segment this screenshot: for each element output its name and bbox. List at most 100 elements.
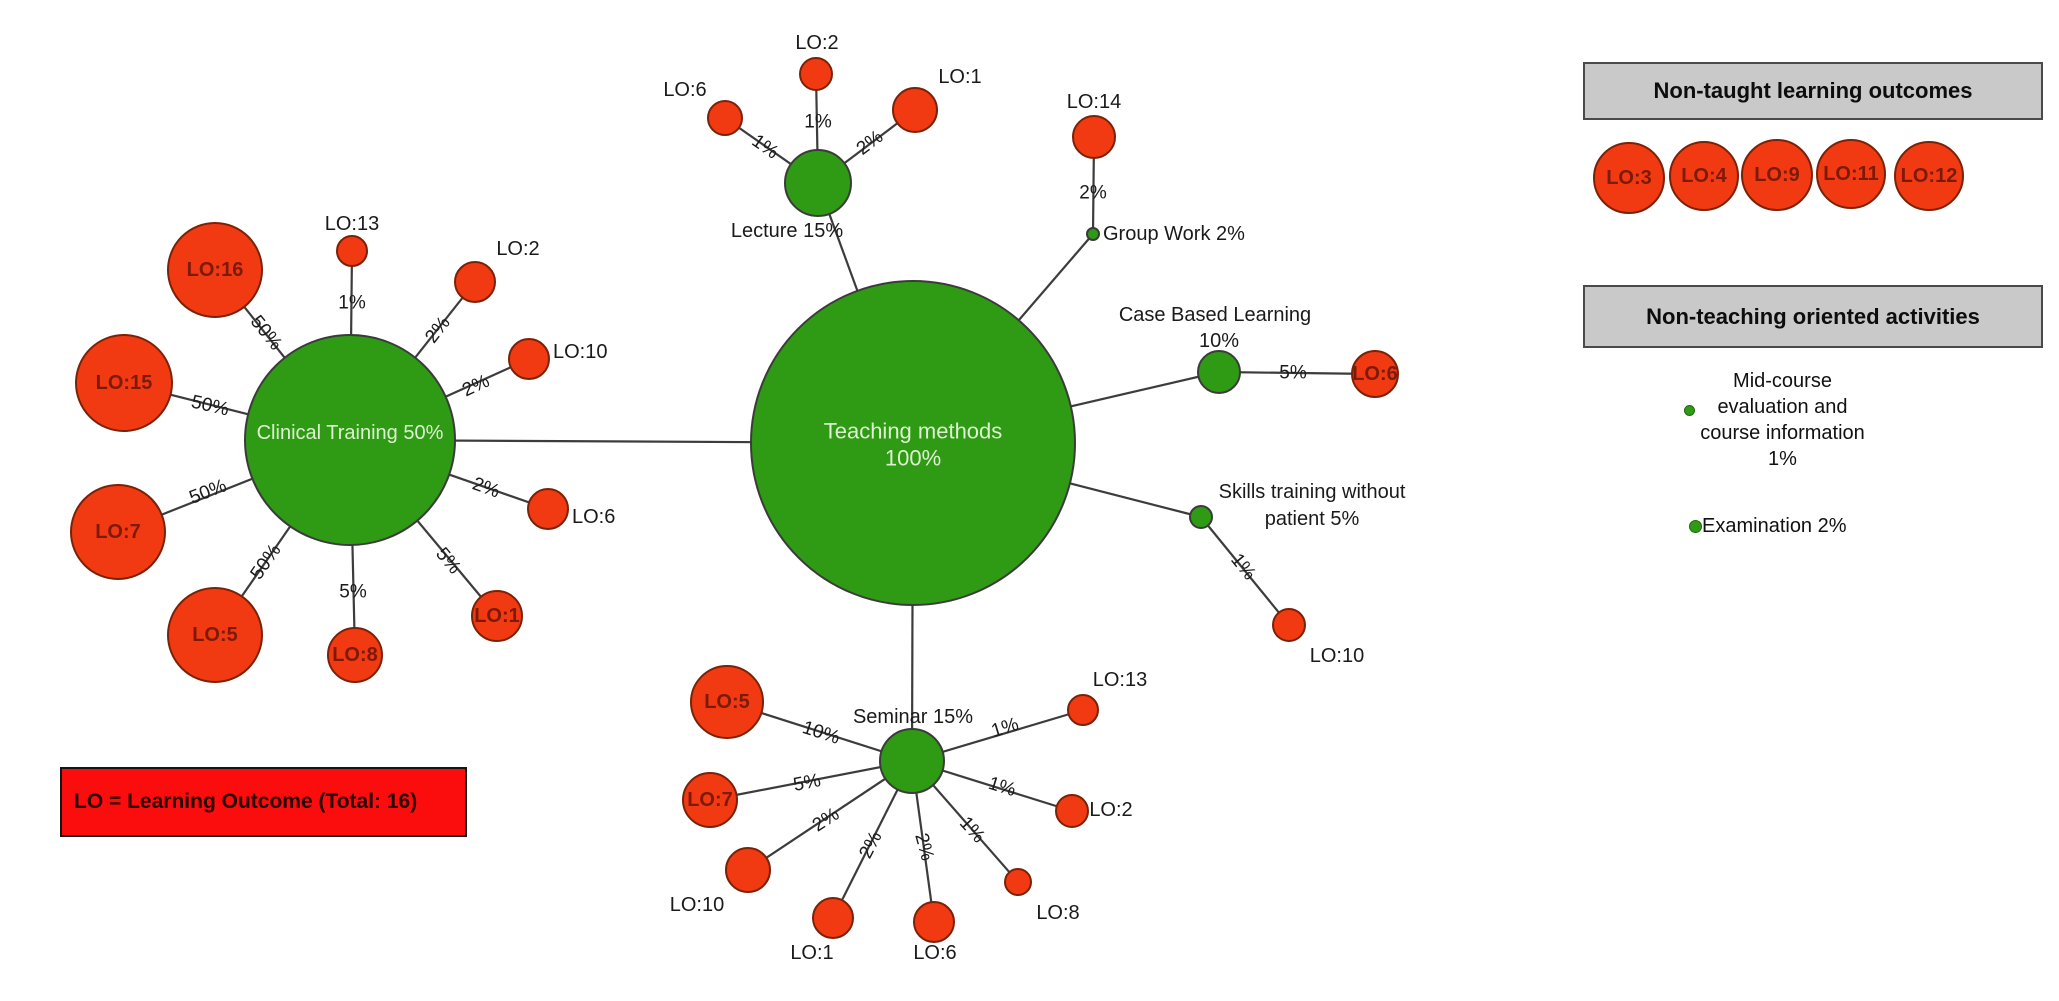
edge-label-clinical-lo10c: 2% (459, 371, 493, 402)
label-case-1: 10% (1199, 330, 1239, 352)
midcourse-dot-icon (1684, 405, 1695, 416)
label-lo13s-0: LO:13 (1093, 669, 1147, 691)
label-lo14-0: LO:14 (1067, 91, 1121, 113)
label-lo4-0: LO:4 (1681, 165, 1727, 187)
edge-label-clinical-lo6c: 2% (470, 473, 503, 502)
node-lo15 (75, 334, 173, 432)
label-lo6case-0: LO:6 (1352, 363, 1398, 385)
label-lo2l-0: LO:2 (795, 32, 838, 54)
edge-label-lecture-lo2l: 1% (804, 112, 832, 133)
node-group (1086, 227, 1100, 241)
node-lo6s (913, 901, 955, 943)
edge-label-group-lo14: 2% (1079, 183, 1107, 204)
label-lo8c-0: LO:8 (332, 644, 378, 666)
node-lo6case (1351, 350, 1399, 398)
midcourse-line-4: 1% (1768, 448, 1797, 470)
edge-label-seminar-lo2s: 1% (986, 773, 1019, 801)
edge-case-lo6case (1218, 370, 1376, 376)
node-case (1197, 350, 1241, 394)
midcourse-line-1: Mid-course (1733, 370, 1832, 392)
label-lo8s-0: LO:8 (1036, 902, 1079, 924)
edge-label-seminar-lo5s: 10% (800, 717, 843, 749)
node-lo14 (1072, 115, 1116, 159)
label-lo6s-0: LO:6 (913, 942, 956, 964)
edge-label-clinical-lo8c: 5% (339, 582, 367, 603)
edge-label-clinical-lo13c: 1% (338, 293, 366, 314)
node-clinical (244, 334, 456, 546)
node-central (750, 280, 1076, 606)
label-lo1l-0: LO:1 (938, 66, 981, 88)
label-lo7s-0: LO:7 (687, 789, 733, 811)
node-lo10sem (725, 847, 771, 893)
lo-definition-box: LO = Learning Outcome (Total: 16) (60, 767, 467, 837)
edge-label-lecture-lo1l: 2% (853, 126, 888, 159)
node-lo13s (1067, 694, 1099, 726)
edge-label-clinical-lo5: 50% (246, 540, 285, 583)
edge-label-seminar-lo1s: 2% (855, 828, 886, 862)
label-lo6c-0: LO:6 (572, 506, 615, 528)
label-clinical-0: Clinical Training 50% (257, 422, 444, 444)
label-skills-0: Skills training without (1219, 481, 1406, 503)
edge-label-seminar-lo6s: 2% (910, 831, 937, 863)
edge-label-lecture-lo6l: 1% (748, 131, 783, 164)
label-lo5-0: LO:5 (192, 624, 238, 646)
edge-label-case-lo6case: 5% (1279, 363, 1307, 384)
node-lo16 (167, 222, 263, 318)
node-skills (1189, 505, 1213, 529)
label-lo10s-0: LO:10 (1310, 645, 1364, 667)
label-lo5s-0: LO:5 (704, 691, 750, 713)
node-lo8c (327, 627, 383, 683)
edge-skills-lo10s (1200, 516, 1290, 626)
edge-label-clinical-lo15: 50% (189, 391, 231, 420)
label-lo10c-0: LO:10 (553, 341, 607, 363)
label-lo2s-0: LO:2 (1089, 799, 1132, 821)
node-lo2c (454, 261, 496, 303)
edge-label-seminar-lo10sem: 2% (809, 804, 844, 837)
label-lo7-0: LO:7 (95, 521, 141, 543)
label-lo15-0: LO:15 (96, 372, 153, 394)
label-lo13c-0: LO:13 (325, 213, 379, 235)
node-lo5s (690, 665, 764, 739)
label-lo11-0: LO:11 (1823, 163, 1879, 185)
node-lo1s (812, 897, 854, 939)
label-lo2c-0: LO:2 (496, 238, 539, 260)
label-lo10sem-0: LO:10 (670, 894, 724, 916)
edge-label-clinical-lo7: 50% (186, 475, 229, 508)
node-lo12 (1894, 141, 1964, 211)
node-lo3 (1593, 142, 1665, 214)
node-lo6c (527, 488, 569, 530)
midcourse-line-3: course information (1700, 422, 1865, 444)
label-lo9-0: LO:9 (1754, 164, 1800, 186)
node-lo13c (336, 235, 368, 267)
label-group-0: Group Work 2% (1103, 223, 1245, 245)
node-lo9 (1741, 139, 1813, 211)
label-lo6l-0: LO:6 (663, 79, 706, 101)
node-lo2s (1055, 794, 1089, 828)
label-lo16-0: LO:16 (187, 259, 244, 281)
legend-non-teaching-title: Non-teaching oriented activities (1583, 285, 2043, 348)
node-lo10s (1272, 608, 1306, 642)
node-seminar (879, 728, 945, 794)
label-lo1c-0: LO:1 (474, 605, 520, 627)
edge-label-seminar-lo7s: 5% (792, 770, 823, 796)
label-lecture-0: Lecture 15% (731, 220, 844, 242)
examination-dot-icon (1689, 520, 1702, 533)
node-lo1c (471, 590, 523, 642)
label-central-1: 100% (885, 446, 941, 471)
node-lo7s (682, 772, 738, 828)
node-lo11 (1816, 139, 1886, 209)
midcourse-line-2: evaluation and (1717, 396, 1848, 418)
label-case-0: Case Based Learning (1119, 304, 1311, 326)
label-skills-1: patient 5% (1265, 508, 1360, 530)
node-lo6l (707, 100, 743, 136)
node-lo2l (799, 57, 833, 91)
edge-label-seminar-lo13s: 1% (989, 714, 1022, 742)
node-lecture (784, 149, 852, 217)
legend-item-examination: Examination 2% (1702, 515, 1847, 537)
label-lo12-0: LO:12 (1901, 165, 1958, 187)
node-lo4 (1669, 141, 1739, 211)
node-lo5 (167, 587, 263, 683)
node-lo1l (892, 87, 938, 133)
